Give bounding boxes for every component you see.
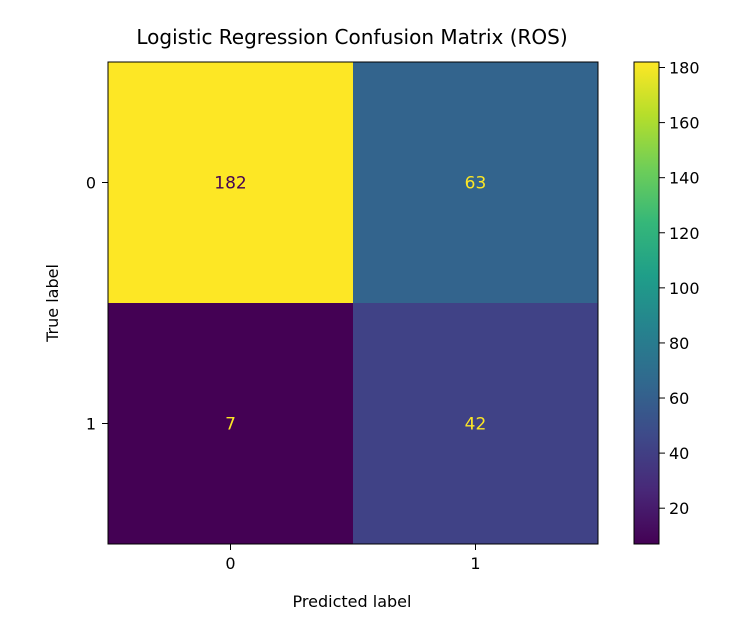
colorbar bbox=[633, 61, 660, 545]
y-axis-label: True label bbox=[43, 264, 62, 343]
heatmap-cell bbox=[108, 303, 353, 544]
colorbar-tick-label: 160 bbox=[669, 114, 700, 133]
cell-value-label: 7 bbox=[225, 415, 236, 435]
x-tick-label: 0 bbox=[225, 554, 235, 573]
colorbar-tick-label: 40 bbox=[669, 444, 689, 463]
colorbar-tick-label: 60 bbox=[669, 389, 689, 408]
colorbar-tick-label: 140 bbox=[669, 169, 700, 188]
heatmap-cells: 182 63 7 42 bbox=[108, 62, 598, 544]
cell-value-label: 42 bbox=[465, 415, 487, 435]
colorbar-tick-label: 80 bbox=[669, 334, 689, 353]
colorbar-tick-label: 20 bbox=[669, 499, 689, 518]
colorbar-tick-label: 180 bbox=[669, 59, 700, 78]
heatmap-cell bbox=[108, 62, 353, 303]
x-tick-label: 1 bbox=[470, 554, 480, 573]
colorbar-tick-label: 120 bbox=[669, 224, 700, 243]
cell-value-label: 63 bbox=[465, 174, 487, 194]
heatmap-cell bbox=[353, 303, 598, 544]
heatmap-cell bbox=[353, 62, 598, 303]
cell-value-label: 182 bbox=[214, 174, 246, 194]
x-axis-label: Predicted label bbox=[293, 592, 412, 611]
y-axis-ticks: 01 bbox=[86, 174, 108, 434]
y-tick-label: 1 bbox=[86, 415, 96, 434]
chart-title: Logistic Regression Confusion Matrix (RO… bbox=[136, 25, 567, 49]
y-tick-label: 0 bbox=[86, 174, 96, 193]
colorbar-tick-label: 100 bbox=[669, 279, 700, 298]
plot-frame bbox=[107, 61, 599, 545]
colorbar-ticks: 20 40 60 80 100 120 140 160 180 bbox=[659, 59, 700, 518]
